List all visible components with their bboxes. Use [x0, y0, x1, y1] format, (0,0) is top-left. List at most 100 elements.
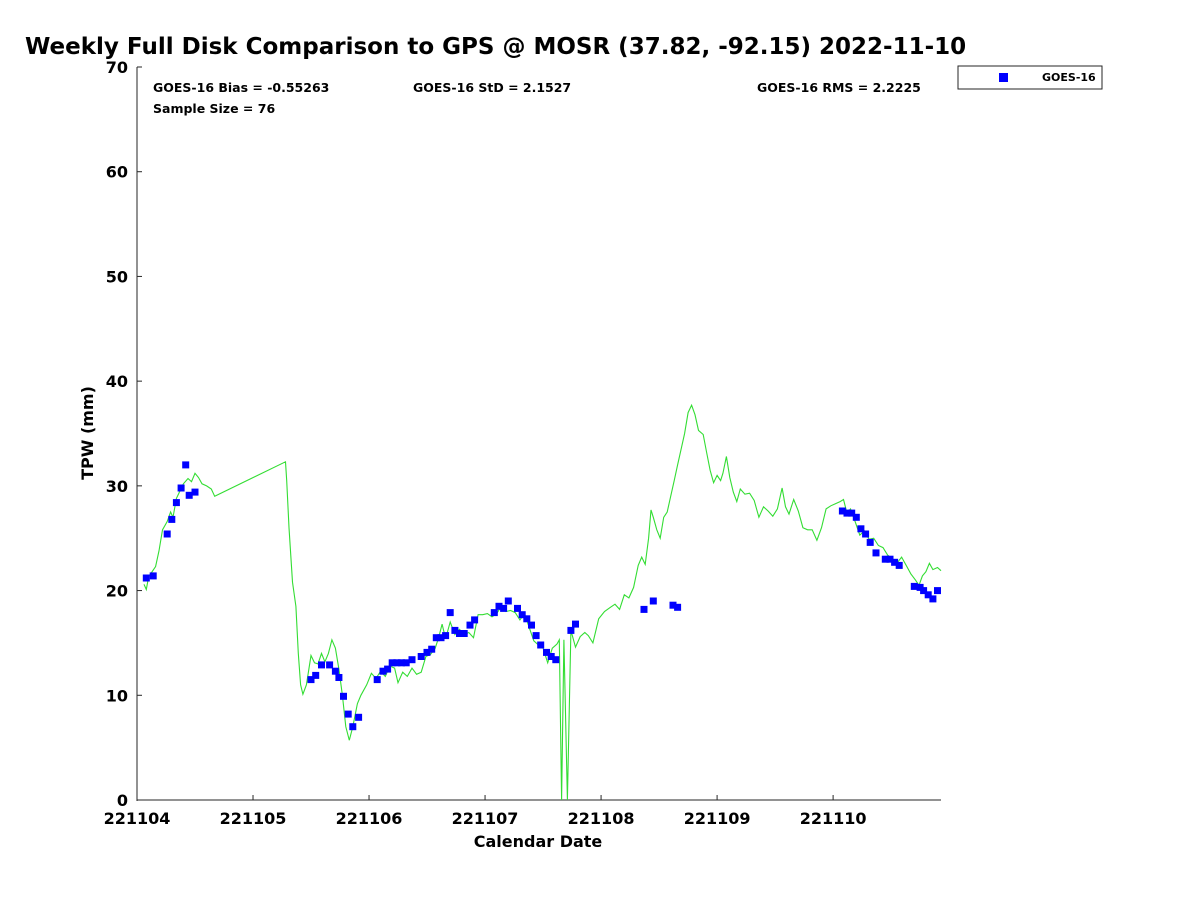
plot-area: 0 10 20 30 40 50 60 70 221104 221105 221106 221107…: [104, 58, 942, 828]
goes16-point: [537, 641, 545, 649]
goes16-point: [182, 461, 190, 469]
y-tick-label: 20: [106, 582, 128, 601]
goes16-point: [881, 555, 889, 563]
y-tick-label: 30: [106, 477, 128, 496]
sample-size-stat: Sample Size = 76: [153, 101, 275, 116]
x-axis-label: Calendar Date: [474, 832, 603, 851]
goes16-point: [572, 620, 579, 628]
y-tick-label: 60: [106, 163, 128, 182]
goes16-point: [514, 604, 521, 612]
goes16-point: [866, 538, 874, 546]
goes16-point: [307, 676, 315, 684]
goes16-point: [466, 621, 474, 629]
y-tick-label: 70: [106, 58, 128, 77]
goes16-point: [504, 597, 512, 605]
goes16-point: [547, 653, 555, 660]
goes16-point: [669, 601, 677, 609]
goes16-point: [423, 648, 431, 656]
goes16-point: [460, 630, 468, 637]
goes16-point: [490, 609, 498, 617]
goes16-point: [191, 488, 199, 496]
gps-tpw-line: [143, 403, 942, 801]
goes16-point: [172, 499, 180, 507]
bias-stat: GOES-16 Bias = -0.55263: [153, 80, 329, 95]
goes16-point: [934, 587, 941, 595]
goes16-point: [437, 634, 445, 642]
std-stat: GOES-16 StD = 2.1527: [413, 80, 571, 95]
goes16-point: [402, 659, 410, 667]
y-tick-label: 10: [106, 686, 128, 705]
goes16-point: [393, 659, 401, 667]
goes16-point: [340, 692, 347, 700]
x-tick-label: 221107: [452, 809, 519, 828]
goes16-point: [500, 604, 508, 612]
goes16-point: [142, 574, 150, 582]
goes16-point: [168, 515, 176, 523]
goes16-point: [471, 616, 479, 624]
x-tick-label: 221110: [800, 809, 867, 828]
legend-entry-goes16: GOES-16: [1042, 71, 1096, 84]
goes16-point: [388, 659, 396, 667]
legend-marker: [999, 73, 1008, 82]
goes16-point: [891, 558, 899, 566]
goes16-point: [567, 626, 575, 634]
rms-stat: GOES-16 RMS = 2.2225: [757, 80, 921, 95]
y-tick-label: 0: [117, 791, 128, 810]
goes16-point: [428, 645, 436, 653]
goes16-point: [518, 611, 526, 619]
goes16-point: [312, 671, 320, 679]
x-tick-label: 221106: [336, 809, 403, 828]
goes16-point: [924, 591, 932, 599]
goes16-point: [335, 674, 343, 681]
goes16-point: [543, 648, 550, 656]
goes16-point: [843, 509, 851, 517]
goes16-point: [331, 667, 339, 675]
goes16-point: [446, 609, 454, 617]
y-tick-label: 40: [106, 372, 128, 391]
goes16-point: [344, 710, 352, 718]
goes16-point: [640, 605, 648, 613]
goes16-point: [862, 530, 870, 538]
goes16-point: [451, 626, 459, 634]
goes16-point: [532, 632, 540, 640]
goes16-point: [852, 513, 860, 521]
goes16-point: [177, 484, 185, 492]
x-tick-label: 221108: [568, 809, 635, 828]
goes16-point: [910, 582, 918, 590]
goes16-point: [929, 595, 937, 603]
goes16-point: [552, 656, 560, 664]
goes16-point: [442, 632, 450, 640]
goes16-point: [495, 602, 503, 610]
goes16-point: [523, 615, 531, 623]
goes16-point: [379, 667, 387, 675]
goes16-point: [318, 661, 325, 669]
goes16-point: [432, 634, 440, 642]
goes16-point: [349, 723, 357, 731]
goes16-point: [848, 509, 856, 517]
goes16-point: [384, 665, 392, 673]
goes16-point: [398, 659, 405, 667]
goes16-point: [149, 572, 157, 580]
goes16-point: [408, 656, 416, 664]
legend: GOES-16: [957, 65, 1103, 90]
goes16-point: [872, 549, 880, 557]
goes16-point: [185, 491, 193, 499]
goes16-point: [163, 530, 171, 538]
goes16-point: [886, 555, 894, 563]
goes16-point: [857, 525, 865, 533]
goes16-point: [895, 561, 903, 569]
goes16-point: [456, 630, 463, 637]
goes16-point: [417, 653, 425, 660]
goes16-point: [920, 587, 928, 595]
goes16-point: [838, 507, 846, 515]
x-tick-label: 221105: [220, 809, 287, 828]
goes16-point: [649, 597, 657, 605]
y-axis-label: TPW (mm): [78, 386, 97, 480]
goes16-point: [355, 713, 363, 721]
x-tick-label: 221104: [104, 809, 171, 828]
goes16-point: [528, 621, 535, 629]
goes16-point: [674, 603, 682, 611]
goes16-point: [326, 661, 334, 669]
y-tick-label: 50: [106, 267, 128, 286]
